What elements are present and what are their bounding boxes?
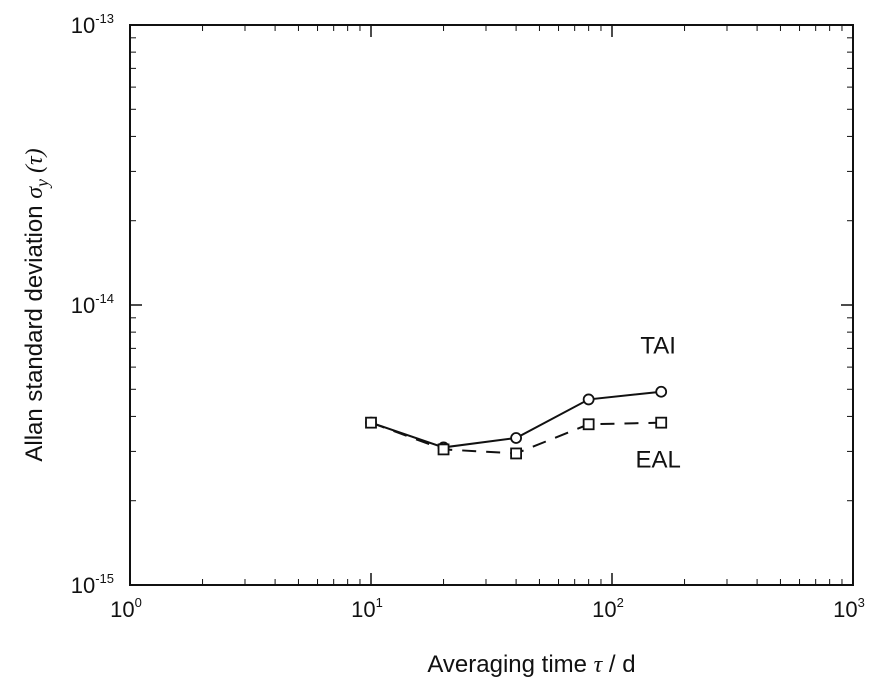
tai-point bbox=[655, 385, 668, 398]
tai-point bbox=[582, 393, 595, 406]
y-tick-label: 10-15 bbox=[71, 571, 114, 598]
tai-series-label: TAI bbox=[640, 333, 676, 360]
y-axis-title: Allan standard deviation σy (τ) bbox=[21, 148, 52, 461]
labels-layer: 100 101 102 103 10-15 10-14 10-13 Averaging tim… bbox=[21, 11, 865, 678]
y-tick-label: 10-14 bbox=[71, 291, 114, 318]
y-tick-label: 10-13 bbox=[71, 11, 114, 38]
x-tick-label: 102 bbox=[592, 595, 624, 622]
eal-point bbox=[510, 447, 522, 460]
plot-frame bbox=[129, 24, 854, 586]
eal-point bbox=[365, 416, 377, 429]
tai-point bbox=[510, 432, 522, 444]
series-layer bbox=[365, 385, 668, 460]
x-axis-title: Averaging time τ / d bbox=[427, 651, 635, 678]
ticks-layer bbox=[129, 24, 854, 586]
eal-point bbox=[655, 416, 668, 429]
eal-point bbox=[582, 418, 595, 431]
x-tick-label: 100 bbox=[110, 595, 142, 622]
x-tick-label: 101 bbox=[351, 595, 383, 622]
eal-point bbox=[437, 443, 450, 456]
eal-series-label: EAL bbox=[636, 447, 681, 474]
x-tick-label: 103 bbox=[833, 595, 865, 622]
